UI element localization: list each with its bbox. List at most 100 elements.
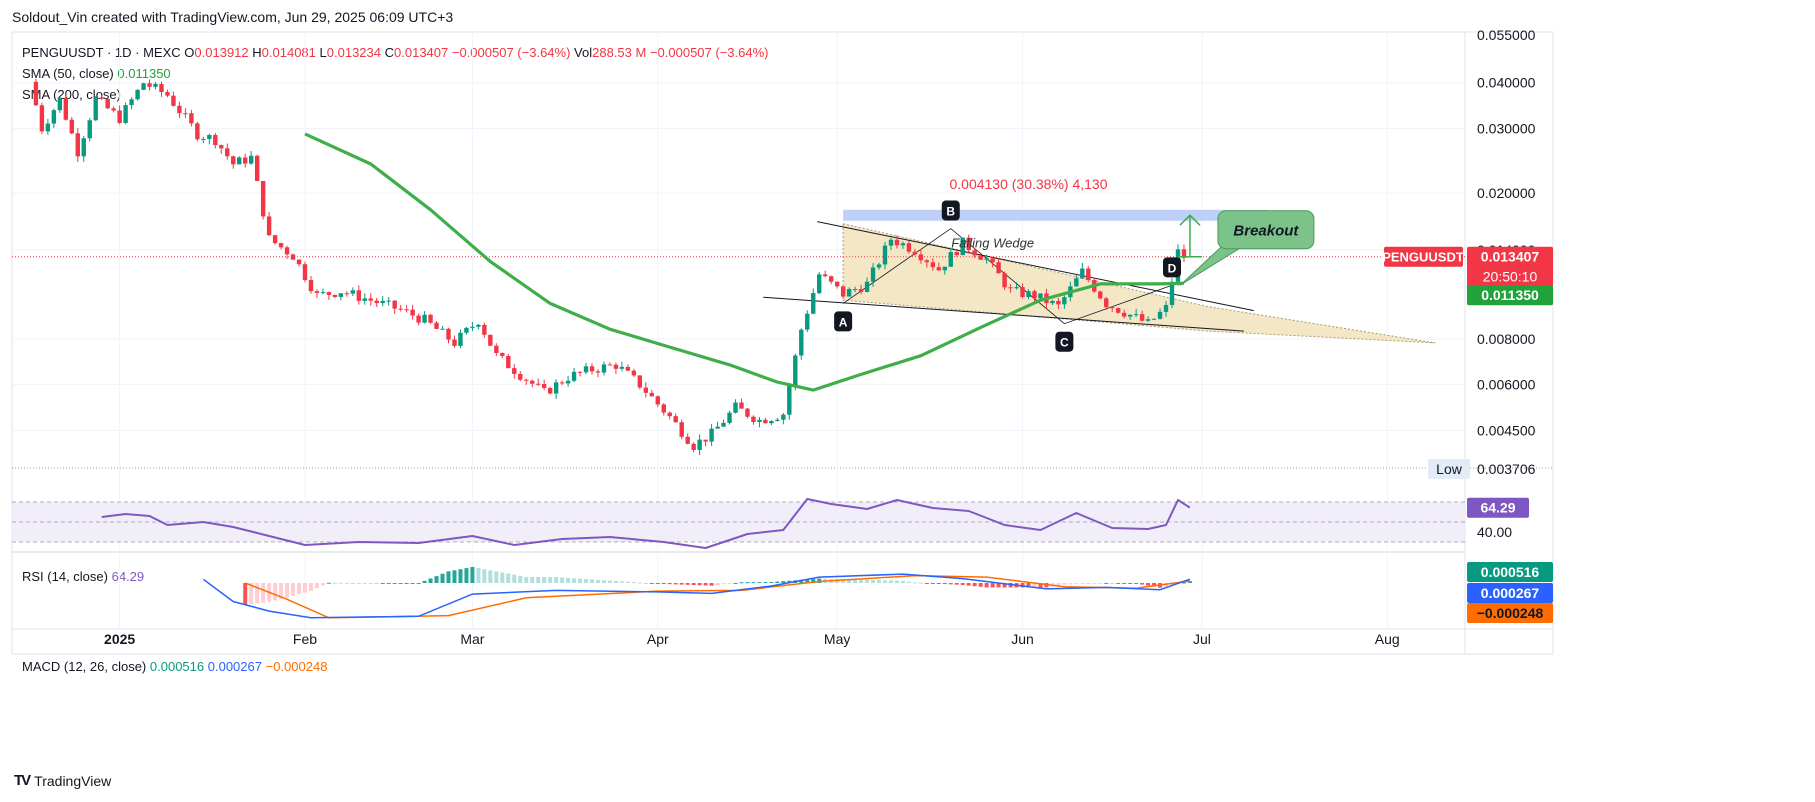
tradingview-logo-icon: TV [14, 772, 31, 789]
candle [290, 253, 296, 260]
candle [446, 327, 451, 344]
candle-body [326, 292, 332, 295]
macd-histogram-bar [697, 583, 702, 586]
callout-box [1217, 210, 1315, 250]
macd-histogram-bar [1026, 583, 1031, 588]
candle [888, 237, 894, 251]
candle-body [33, 81, 39, 106]
macd-histogram-bar [978, 583, 983, 587]
candle-body [392, 300, 397, 309]
candle-body [673, 416, 678, 423]
candle [649, 389, 654, 397]
macd-histogram-bar [1146, 583, 1151, 586]
candle [506, 353, 511, 369]
candle [739, 398, 744, 409]
candle [625, 364, 631, 372]
candle-body [715, 426, 720, 429]
candle-body [1181, 249, 1187, 258]
chart-frame [11, 31, 1554, 655]
price-tick-label: 0.006000 [1477, 377, 1536, 393]
candle [619, 361, 625, 372]
candle-body [458, 332, 463, 346]
macd-histogram-bar [482, 569, 487, 583]
candle-body [787, 385, 792, 415]
macd-histogram-bar [733, 582, 738, 584]
candle [613, 362, 619, 375]
candle [655, 395, 660, 408]
candle [727, 410, 732, 425]
macd-histogram-bar [249, 583, 254, 604]
candle-body [966, 237, 971, 251]
candle [733, 399, 738, 414]
candle-body [679, 422, 684, 437]
candle-body [350, 290, 356, 294]
chart-credit: Soldout_Vin created with TradingView.com… [12, 9, 454, 25]
candle-body [733, 402, 738, 413]
sma50-legend[interactable]: SMA (50, close) 0.011350 [22, 66, 171, 81]
candle [452, 335, 457, 348]
macd-histogram-bar [906, 581, 911, 583]
macd-histogram-bar [404, 583, 409, 584]
macd-histogram-bar [386, 583, 391, 584]
candle-body [266, 216, 272, 236]
macd-histogram-bar [1116, 583, 1121, 584]
macd-histogram-bar [279, 583, 284, 600]
candle [248, 150, 254, 165]
candle [960, 237, 965, 256]
price-tick-label-top: 0.055000 [1477, 27, 1536, 43]
tradingview-brand-label: TradingView [34, 772, 112, 789]
candle-body [912, 251, 918, 255]
pattern-point-label: C [1060, 336, 1069, 350]
candle-body [727, 412, 732, 423]
candle [219, 144, 224, 154]
candle-body [165, 92, 170, 96]
tradingview-brand[interactable]: TV TradingView [14, 772, 111, 789]
candle [793, 353, 798, 391]
price-tag-value: 0.013407 [1481, 249, 1540, 265]
candle-body [386, 300, 391, 302]
candle-body [799, 329, 804, 356]
macd-histogram-bar [362, 582, 367, 584]
macd-legend[interactable]: MACD (12, 26, close) 0.000516 0.000267 −… [22, 659, 327, 674]
candle [99, 95, 104, 101]
candle [81, 135, 86, 162]
macd-histogram-bar [308, 583, 313, 591]
candle-body [601, 364, 607, 373]
candle-body [308, 280, 314, 292]
macd-histogram-bar [440, 573, 445, 583]
macd-histogram-bar [966, 583, 971, 586]
macd-histogram-bar [518, 575, 523, 583]
candle [201, 136, 206, 144]
time-tick-label: Jun [1011, 631, 1034, 647]
candle [380, 295, 385, 307]
candle-body [637, 375, 643, 388]
macd-value: 0.000516 [149, 659, 205, 674]
candle-body [248, 155, 254, 164]
candle-body [482, 324, 487, 335]
close-label: C [384, 45, 395, 60]
candle-body [613, 364, 619, 369]
macd-histogram-bar [811, 578, 816, 583]
candle-body [272, 235, 278, 244]
candle [954, 251, 959, 257]
candle [924, 258, 930, 268]
candle-body [500, 352, 505, 356]
candle-body [195, 123, 200, 140]
candle [535, 378, 541, 387]
macd-histogram-bar [494, 571, 499, 583]
candle [213, 132, 218, 149]
price-tag [1467, 246, 1553, 287]
macd-histogram-bar [1187, 581, 1192, 583]
macd-histogram-bar [613, 581, 618, 583]
low-tag-label: Low [1436, 461, 1463, 477]
macd-histogram-bar [888, 580, 893, 583]
candle [416, 313, 421, 326]
candle [464, 326, 469, 335]
candle [1163, 301, 1169, 317]
ohlc-legend: PENGUUSDT · 1D · MEXC O0.013912 H0.01408… [22, 45, 769, 60]
candle-body [619, 366, 625, 369]
candle [123, 102, 128, 125]
candle [386, 297, 391, 306]
symbol-label[interactable]: PENGUUSDT · 1D · MEXC [22, 45, 181, 60]
